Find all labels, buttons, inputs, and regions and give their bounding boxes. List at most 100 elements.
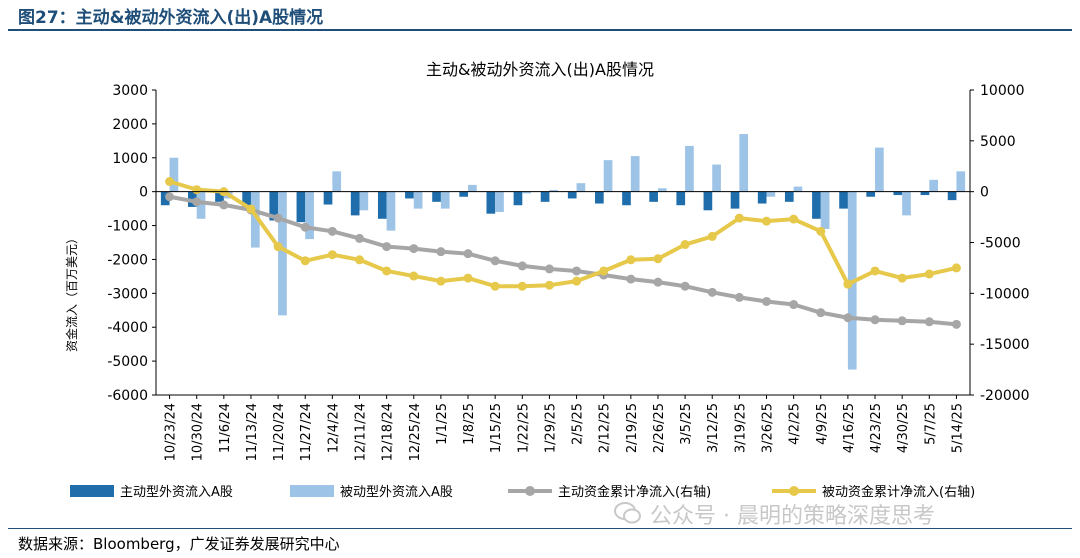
- legend-passive-bar-swatch: [290, 485, 334, 497]
- y-tick-label: -2000: [107, 252, 148, 268]
- x-tick-label: 12/4/24: [326, 403, 341, 453]
- active-flow-bar: [649, 191, 658, 202]
- y-tick-label: 1000: [112, 151, 148, 167]
- wechat-icon: [614, 502, 641, 524]
- y-tick-label: -4000: [107, 320, 148, 336]
- passive-cumulative-point: [463, 273, 473, 283]
- passive-cumulative-point: [924, 269, 934, 279]
- passive-flow-bar: [305, 191, 314, 240]
- source-note: 数据来源：Bloomberg，广发证券发展研究中心: [18, 535, 340, 553]
- active-flow-bar: [893, 191, 903, 196]
- figure-title: 图27：主动&被动外资流入(出)A股情况: [18, 8, 324, 28]
- active-cumulative-point: [653, 277, 663, 287]
- active-flow-bar: [622, 191, 631, 206]
- x-tick-label: 11/20/24: [272, 403, 287, 461]
- passive-flow-bar: [549, 189, 559, 192]
- active-cumulative-point: [734, 292, 744, 302]
- x-tick-label: 5/14/25: [950, 403, 965, 453]
- active-flow-bar: [459, 191, 469, 197]
- passive-flow-bar: [386, 191, 396, 231]
- x-tick-label: 2/19/25: [625, 403, 640, 453]
- passive-flow-bar: [739, 134, 749, 192]
- active-cumulative-point: [192, 197, 202, 207]
- x-tick-label: 4/30/25: [896, 403, 911, 453]
- active-flow-bar: [513, 191, 523, 206]
- active-cumulative-point: [355, 233, 364, 243]
- x-tick-label: 12/11/24: [354, 403, 369, 461]
- passive-cumulative-point: [734, 213, 744, 223]
- y2-tick-label: -10000: [980, 286, 1030, 302]
- active-cumulative-point: [409, 244, 419, 254]
- passive-flow-bar: [468, 184, 477, 192]
- passive-flow-bar: [495, 191, 504, 212]
- active-flow-bar: [567, 191, 577, 199]
- passive-cumulative-point: [409, 271, 419, 281]
- x-tick-label: 3/12/25: [706, 403, 721, 453]
- active-cumulative-point: [165, 192, 175, 202]
- x-tick-label: 3/5/25: [679, 403, 694, 445]
- x-tick-label: 12/25/24: [408, 403, 423, 461]
- passive-flow-bar: [196, 191, 206, 219]
- y-tick-label: -6000: [107, 388, 148, 404]
- x-tick-label: 1/15/25: [489, 403, 504, 453]
- active-cumulative-point: [219, 200, 229, 210]
- active-cumulative-point: [626, 274, 636, 284]
- y-tick-label: -3000: [107, 286, 148, 302]
- legend-passive-cumulative-marker: [789, 486, 799, 496]
- x-tick-label: 4/2/25: [788, 403, 803, 445]
- passive-cumulative-point: [382, 266, 392, 276]
- active-flow-bar: [269, 191, 279, 221]
- passive-flow-bar: [793, 186, 803, 192]
- passive-cumulative-point: [273, 242, 283, 252]
- active-cumulative-point: [490, 256, 500, 266]
- active-flow-bar: [812, 191, 821, 219]
- chart-title: 主动&被动外资流入(出)A股情况: [426, 60, 654, 79]
- active-cumulative-point: [572, 266, 582, 276]
- passive-flow-bar: [766, 191, 776, 197]
- active-cumulative-point: [843, 313, 853, 323]
- active-flow-bar: [350, 191, 360, 216]
- active-flow-bar: [432, 191, 441, 202]
- x-tick-label: 1/22/25: [516, 403, 531, 453]
- passive-cumulative-point: [572, 276, 582, 286]
- active-flow-bar: [757, 191, 767, 204]
- passive-cumulative-point: [870, 266, 880, 276]
- active-flow-bar: [296, 191, 306, 223]
- legend-active-bar-swatch: [70, 485, 114, 497]
- passive-cumulative-point: [816, 226, 826, 236]
- x-tick-label: 4/9/25: [815, 403, 830, 445]
- active-cumulative-point: [300, 222, 310, 232]
- legend-active-cumulative-marker: [525, 486, 535, 496]
- active-flow-bar: [866, 191, 876, 197]
- y-tick-label: 0: [139, 185, 148, 201]
- passive-flow-bar: [902, 191, 911, 216]
- passive-flow-bar: [169, 157, 179, 192]
- x-tick-label: 2/5/25: [571, 403, 586, 445]
- y-axis-label: 资金流入（百万美元）: [64, 232, 79, 352]
- y-tick-label: 2000: [112, 117, 148, 133]
- x-tick-label: 1/29/25: [543, 403, 558, 453]
- x-tick-label: 10/30/24: [191, 403, 206, 461]
- x-tick-label: 1/8/25: [462, 403, 477, 445]
- active-flow-bar: [215, 191, 224, 202]
- y2-tick-label: -20000: [980, 388, 1030, 404]
- active-cumulative-point: [789, 300, 799, 310]
- active-cumulative-point: [951, 319, 961, 329]
- passive-cumulative-point: [653, 254, 663, 264]
- y2-tick-label: 0: [980, 185, 989, 201]
- watermark: 公众号 · 晨明的策略深度思考: [650, 504, 935, 529]
- passive-cumulative-point: [762, 216, 771, 226]
- active-cumulative-point: [707, 287, 717, 297]
- x-tick-label: 12/18/24: [381, 403, 396, 461]
- active-cumulative-point: [680, 281, 690, 291]
- y2-tick-label: 10000: [980, 83, 1025, 99]
- footer-divider: [8, 528, 1072, 529]
- active-flow-bar: [405, 191, 414, 199]
- passive-cumulative-point: [490, 281, 500, 291]
- active-flow-bar: [242, 191, 251, 209]
- active-flow-bar: [160, 191, 170, 206]
- active-cumulative-point: [382, 242, 392, 252]
- passive-cumulative-point: [951, 263, 961, 273]
- x-tick-label: 4/16/25: [842, 403, 857, 453]
- y2-tick-label: -5000: [980, 236, 1021, 252]
